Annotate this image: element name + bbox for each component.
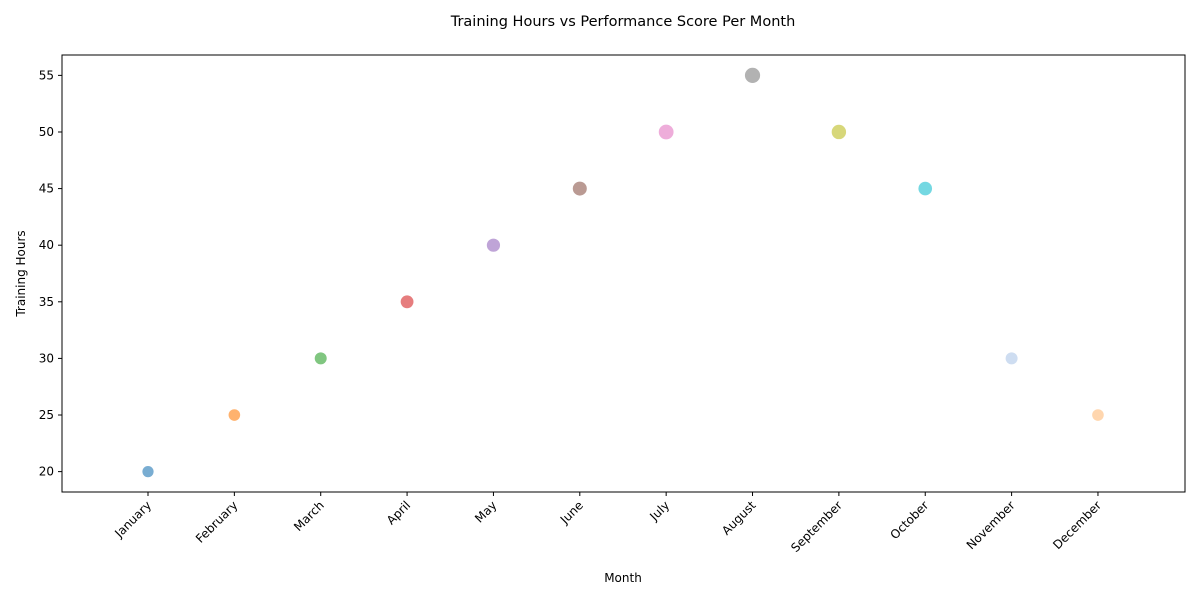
y-tick-label: 50 [39, 125, 54, 139]
x-tick-label: January [111, 498, 154, 541]
data-point [572, 181, 587, 196]
data-points [142, 67, 1104, 478]
data-point [228, 409, 241, 421]
y-tick-label: 25 [39, 408, 54, 422]
data-point [142, 466, 154, 478]
x-tick-label: April [384, 498, 413, 527]
x-axis-label: Month [604, 571, 642, 585]
y-tick-label: 55 [39, 68, 54, 82]
y-axis-label: Training Hours [14, 230, 28, 317]
data-point [1005, 352, 1018, 365]
data-point [744, 67, 761, 83]
y-tick-label: 35 [39, 295, 54, 309]
x-tick-label: February [193, 498, 241, 546]
x-tick-label: June [557, 498, 586, 527]
data-point [658, 124, 674, 140]
y-axis: 20 25 30 35 40 45 50 55 [39, 68, 62, 479]
x-tick-label: August [719, 498, 759, 538]
x-tick-label: March [291, 498, 327, 534]
data-point [1092, 409, 1104, 421]
data-point [314, 352, 327, 365]
x-tick-label: July [646, 498, 672, 524]
x-tick-label: September [788, 498, 845, 555]
x-tick-label: May [472, 498, 499, 525]
data-point [831, 124, 847, 140]
y-tick-label: 45 [39, 182, 54, 196]
data-point [486, 238, 501, 252]
y-tick-label: 40 [39, 238, 54, 252]
y-tick-label: 20 [39, 465, 54, 479]
x-tick-label: December [1050, 498, 1104, 552]
data-point [400, 295, 414, 309]
chart-title: Training Hours vs Performance Score Per … [450, 14, 796, 30]
x-tick-label: October [887, 498, 931, 542]
x-axis: January February March April May June July Augu… [111, 492, 1104, 555]
y-tick-label: 30 [39, 351, 54, 365]
data-point [918, 181, 933, 196]
plot-area [61, 54, 1186, 493]
x-tick-label: November [964, 498, 1018, 552]
